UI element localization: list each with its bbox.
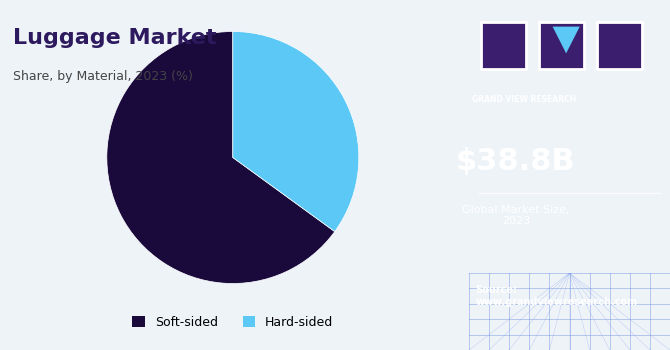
Wedge shape bbox=[233, 32, 359, 232]
Text: $38.8B: $38.8B bbox=[456, 147, 576, 176]
Text: Share, by Material, 2023 (%): Share, by Material, 2023 (%) bbox=[13, 70, 193, 83]
FancyBboxPatch shape bbox=[539, 22, 584, 69]
Legend: Soft-sided, Hard-sided: Soft-sided, Hard-sided bbox=[127, 311, 338, 334]
FancyBboxPatch shape bbox=[597, 22, 642, 69]
FancyBboxPatch shape bbox=[481, 22, 527, 69]
Text: Global Market Size,
2023: Global Market Size, 2023 bbox=[462, 205, 570, 226]
Polygon shape bbox=[553, 27, 580, 53]
Text: Source:
www.grandviewresearch.com: Source: www.grandviewresearch.com bbox=[476, 285, 638, 307]
Text: GRAND VIEW RESEARCH: GRAND VIEW RESEARCH bbox=[472, 94, 576, 104]
Wedge shape bbox=[107, 32, 335, 284]
Text: Luggage Market: Luggage Market bbox=[13, 28, 217, 48]
